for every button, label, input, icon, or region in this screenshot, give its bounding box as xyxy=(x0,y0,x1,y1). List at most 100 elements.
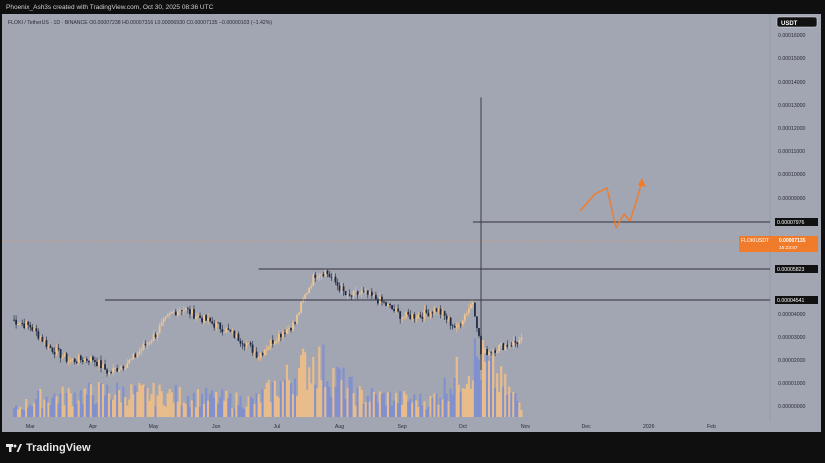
candle-body xyxy=(158,325,161,333)
candle-body xyxy=(142,343,145,350)
volume-bar xyxy=(372,392,375,417)
volume-bar xyxy=(316,388,319,417)
candle-body xyxy=(282,332,284,338)
volume-bar xyxy=(118,390,121,417)
volume-bar xyxy=(116,382,119,417)
candle-body xyxy=(15,319,18,325)
currency-badge-text: USDT xyxy=(781,21,798,27)
candle-body xyxy=(411,314,414,319)
candle-body xyxy=(279,333,282,338)
candle-body xyxy=(130,359,133,361)
candle-body xyxy=(134,354,137,358)
volume-bar xyxy=(107,393,111,417)
volume-bar xyxy=(91,395,95,417)
volume-bar xyxy=(413,394,416,417)
candle-body xyxy=(245,343,248,347)
candle-body xyxy=(235,333,238,338)
volume-bar xyxy=(302,348,305,417)
candle-body xyxy=(195,316,197,319)
volume-bar xyxy=(386,392,390,417)
candle-body xyxy=(178,310,181,312)
candle-body xyxy=(368,291,371,295)
candle-body xyxy=(251,344,254,353)
candle-body xyxy=(116,368,119,372)
volume-bar xyxy=(73,392,76,417)
volume-bar xyxy=(162,404,165,417)
candle-body xyxy=(385,302,387,306)
volume-bar xyxy=(267,380,270,417)
volume-bar xyxy=(477,359,481,417)
candle-body xyxy=(29,324,32,328)
price-axis-tick-label: 0.00000000 xyxy=(778,404,806,410)
support-2-label-bg xyxy=(775,296,818,304)
volume-bar xyxy=(283,379,287,417)
volume-bar xyxy=(275,395,278,417)
candle-body xyxy=(277,333,280,342)
candle-body xyxy=(49,345,52,348)
volume-bar xyxy=(152,382,155,417)
volume-bar xyxy=(110,399,113,417)
candle-body xyxy=(211,321,214,324)
volume-bar xyxy=(207,400,210,417)
volume-bar xyxy=(390,405,394,417)
candle-body xyxy=(126,363,129,368)
candle-body xyxy=(486,348,488,356)
candle-body xyxy=(312,274,315,286)
candle-body xyxy=(61,356,64,358)
candle-body xyxy=(364,290,367,292)
volume-bar xyxy=(31,406,34,417)
candle-body xyxy=(433,308,436,314)
candle-body xyxy=(92,356,94,361)
candle-body xyxy=(96,361,98,366)
candle-body xyxy=(23,323,26,328)
volume-bar xyxy=(346,387,349,417)
candle-body xyxy=(253,351,256,353)
candle-body xyxy=(128,359,131,364)
volume-bar xyxy=(15,405,18,417)
volume-bar xyxy=(136,391,139,417)
candle-body xyxy=(472,302,474,305)
candle-body xyxy=(310,285,313,288)
volume-bar xyxy=(134,385,137,417)
volume-bar xyxy=(29,404,32,417)
candle-body xyxy=(469,304,472,309)
volume-bar xyxy=(71,406,74,417)
volume-bar xyxy=(196,389,200,417)
candle-body xyxy=(467,308,470,314)
volume-bar xyxy=(433,393,436,417)
volume-bar xyxy=(358,386,361,417)
candle-body xyxy=(144,343,147,346)
candle-body xyxy=(370,291,373,296)
volume-bar xyxy=(429,396,432,417)
price-axis-tick-label: 0.00002000 xyxy=(778,358,806,364)
time-axis-tick-label: Jul xyxy=(274,424,281,430)
volume-bar xyxy=(312,356,315,417)
volume-bar xyxy=(144,386,147,417)
candle-body xyxy=(457,324,460,326)
candle-body xyxy=(360,290,363,294)
volume-bar xyxy=(449,388,452,417)
volume-bar xyxy=(142,384,145,417)
candle-body xyxy=(510,345,513,347)
candle-body xyxy=(496,351,499,353)
volume-bar xyxy=(273,380,276,417)
forecast-path xyxy=(579,180,643,229)
volume-bar xyxy=(431,397,434,417)
candle-body xyxy=(273,341,276,344)
volume-bar xyxy=(348,377,351,417)
volume-bar xyxy=(237,404,240,417)
volume-bar xyxy=(415,400,418,417)
candle-body xyxy=(33,328,36,331)
volume-bar xyxy=(344,398,347,417)
volume-bar xyxy=(261,389,264,417)
candle-body xyxy=(81,360,84,362)
candle-body xyxy=(108,372,110,374)
candle-body xyxy=(87,360,90,363)
price-axis-tick-label: 0.00011000 xyxy=(778,149,805,155)
candle-body xyxy=(508,345,511,347)
volume-bar xyxy=(310,383,313,417)
volume-bar xyxy=(490,357,493,417)
volume-bar xyxy=(25,399,28,417)
volume-bar xyxy=(176,401,179,417)
